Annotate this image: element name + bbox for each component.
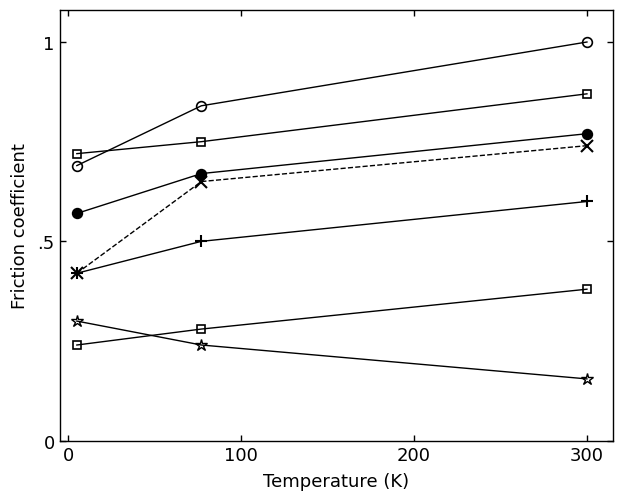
X-axis label: Temperature (K): Temperature (K) <box>263 472 409 490</box>
Y-axis label: Friction coefficient: Friction coefficient <box>11 143 29 309</box>
